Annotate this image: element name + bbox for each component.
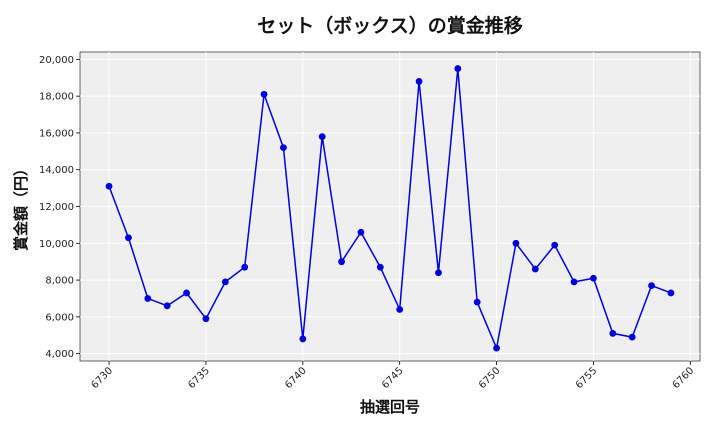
data-point <box>376 263 384 271</box>
data-point <box>338 258 345 266</box>
data-point <box>280 144 287 152</box>
data-point <box>609 330 617 337</box>
x-tick-label: 6750 <box>477 365 503 391</box>
data-point <box>105 182 113 190</box>
y-tick-label: 18,000 <box>39 92 74 103</box>
data-point <box>125 234 132 242</box>
data-point <box>202 315 210 323</box>
x-tick-label: 6755 <box>574 365 600 391</box>
x-tick-label: 6745 <box>380 365 406 391</box>
data-points <box>105 65 675 352</box>
x-tick-label: 6740 <box>283 365 309 391</box>
data-point <box>570 278 578 286</box>
y-tick-label: 12,000 <box>39 202 74 213</box>
data-point <box>435 269 442 277</box>
data-point <box>512 239 520 247</box>
data-point <box>628 333 636 341</box>
y-axis: 4,000 6,000 8,000 10,000 12,000 14,000 16,000 1… <box>39 55 80 360</box>
chart-title: セット（ボックス）の賞金推移 <box>257 14 522 37</box>
data-point <box>454 65 462 72</box>
x-tick-label: 6730 <box>89 365 115 391</box>
data-point <box>318 133 326 141</box>
data-point <box>299 335 307 343</box>
data-point <box>144 295 152 302</box>
y-tick-label: 16,000 <box>39 128 74 139</box>
data-point <box>396 306 404 313</box>
x-tick-label: 6735 <box>186 365 212 391</box>
y-tick-label: 8,000 <box>45 276 74 287</box>
data-point <box>221 278 229 286</box>
x-axis-label: 抽選回号 <box>360 398 420 416</box>
data-point <box>357 228 365 236</box>
data-point <box>590 274 597 282</box>
data-point <box>183 289 190 297</box>
grid-lines <box>80 52 700 361</box>
data-point <box>163 302 171 310</box>
x-tick-label: 6760 <box>671 365 697 391</box>
x-axis: 6730 6735 6740 6745 6750 6755 6760 <box>89 361 696 391</box>
y-tick-label: 10,000 <box>39 239 74 250</box>
y-tick-label: 20,000 <box>39 55 74 66</box>
y-tick-label: 4,000 <box>45 349 74 360</box>
y-tick-label: 14,000 <box>39 165 74 176</box>
data-point <box>473 298 481 306</box>
data-point <box>260 90 268 98</box>
y-axis-label: 賞金額（円） <box>12 161 30 251</box>
data-point <box>493 344 500 352</box>
data-point <box>241 263 249 271</box>
y-tick-label: 6,000 <box>45 312 74 323</box>
data-point <box>648 282 655 289</box>
data-point <box>667 289 675 297</box>
data-point <box>415 78 423 85</box>
data-point <box>551 241 559 249</box>
data-point <box>531 265 539 273</box>
